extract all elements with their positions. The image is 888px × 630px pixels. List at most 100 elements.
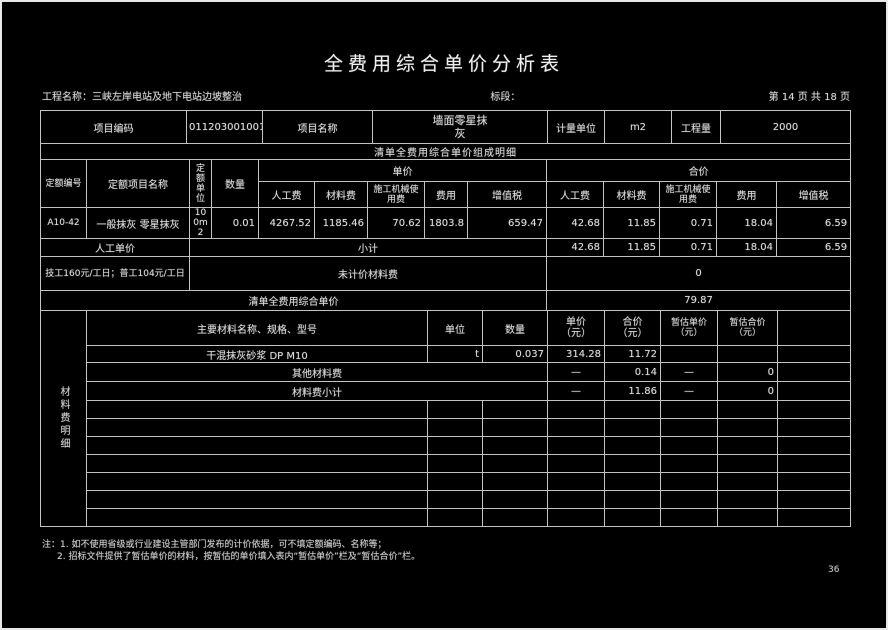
empty-row [41, 454, 851, 473]
empty-cell [427, 436, 483, 455]
empty-cell [660, 436, 718, 455]
project-name: 工程名称：三峡左岸电站及地下电站边坡整治 [42, 92, 242, 103]
info-line: 工程名称：三峡左岸电站及地下电站边坡整治 标段： 第 14 页 共 18 页 [42, 88, 850, 103]
quantity-value: 2000 [720, 110, 851, 144]
st-vat-value: 6.59 [775, 238, 852, 257]
empty-cell [482, 508, 548, 527]
up-vat-header: 增值税 [467, 181, 547, 208]
list-total-row: 清单全费用综合单价 79.87 [40, 290, 852, 311]
list-total-value: 79.87 [545, 290, 852, 311]
materials-header-row: 材料费明细 主要材料名称、规格、型号 单位 数量 单价 （元） 合价 （元） 暂… [40, 310, 851, 527]
empty-cell [717, 418, 778, 437]
quota-no-value: A10-42 [40, 207, 87, 239]
material-qty-header: 数量 [482, 310, 548, 346]
empty-cell [660, 454, 718, 473]
empty-cell [427, 454, 483, 473]
empty-cell [660, 418, 718, 437]
empty-cell [604, 472, 661, 491]
empty-cell [604, 508, 661, 527]
subtotal-extra-cell [777, 381, 851, 401]
item-name-label: 项目名称 [262, 110, 373, 144]
empty-cell [86, 454, 428, 473]
empty-cell [604, 490, 661, 509]
bid-section: 标段： [490, 92, 521, 103]
empty-cell [660, 490, 718, 509]
empty-cell [777, 490, 851, 509]
material-row: 干混抹灰砂浆 DP M10 t 0.037 314.28 11.72 [41, 345, 851, 363]
up-labor-value: 4267.52 [258, 207, 315, 239]
empty-cell [604, 418, 661, 437]
quota-quantity-value: 0.01 [211, 207, 259, 239]
st-machine-value: 0.71 [659, 238, 717, 257]
corner-page-number: 36 [828, 565, 840, 575]
empty-cell [777, 454, 851, 473]
up-machine-value: 70.62 [367, 207, 425, 239]
other-price-value: — [547, 362, 605, 382]
empty-cell [547, 490, 605, 509]
materials-table: 材料费明细 主要材料名称、规格、型号 单位 数量 单价 （元） 合价 （元） 暂… [40, 310, 851, 527]
st-labor-value: 42.68 [546, 238, 604, 257]
empty-cell [717, 436, 778, 455]
note-line-1: 注：1. 如不使用省级或行业建设主管部门发布的计价依据，可不填定额编码、名称等； [42, 540, 387, 550]
materials-subtotal-row: 材料费小计 — 11.86 — 0 [41, 381, 851, 401]
empty-cell [86, 508, 428, 527]
quantity-label: 工程量 [671, 110, 721, 144]
material-est-total-header: 暂估合价 （元） [717, 310, 778, 346]
composition-header-row-1: 定额编号 定额项目名称 定额 单位 数量 单价 合价 [40, 159, 852, 208]
empty-cell [482, 418, 548, 437]
up-fee-header: 费用 [424, 181, 468, 208]
labor-subtotal-row: 人工单价 小计 42.68 11.85 0.71 18.04 6.59 [40, 238, 852, 257]
labor-rate-label: 技工160元/工日；普工104元/工日 [40, 256, 190, 291]
other-total-value: 0.14 [604, 362, 661, 382]
empty-cell [777, 508, 851, 527]
labor-rate-row: 技工160元/工日；普工104元/工日 未计价材料费 0 [40, 256, 852, 291]
note-line-2: 2. 招标文件提供了暂估单价的材料，按暂估的单价填入表内“暂估单价”栏及“暂估合… [57, 552, 421, 562]
list-total-label: 清单全费用综合单价 [40, 290, 547, 311]
empty-cell [604, 436, 661, 455]
up-machine-header: 施工机械使用费 [367, 181, 425, 208]
item-code-label: 项目编码 [40, 110, 187, 144]
composition-table: 清单全费用综合单价组成明细 定额编号 定额项目名称 定额 单位 数量 单价 合价… [39, 143, 852, 311]
empty-cell [547, 454, 605, 473]
empty-cell [86, 418, 428, 437]
page-title: 全费用综合单价分析表 [323, 53, 564, 75]
item-name-value: 墙面零星抹灰 [372, 110, 548, 144]
unpriced-material-label: 未计价材料费 [189, 256, 547, 291]
materials-side-label: 材料费明细 [40, 310, 87, 527]
material-price-value: 314.28 [547, 345, 605, 363]
empty-cell [547, 436, 605, 455]
tp-vat-value: 6.59 [775, 207, 852, 239]
material-extra-header [777, 310, 851, 346]
empty-row [41, 400, 851, 419]
material-name-value: 干混抹灰砂浆 DP M10 [86, 345, 428, 363]
subtotal-total-value: 11.86 [604, 381, 661, 401]
empty-cell [482, 454, 548, 473]
quota-unit-header: 定额 单位 [189, 159, 212, 208]
material-qty-value: 0.037 [482, 345, 548, 363]
material-unit-header: 单位 [427, 310, 483, 346]
tp-machine-header: 施工机械使用费 [659, 181, 717, 208]
empty-cell [717, 490, 778, 509]
empty-cell [717, 508, 778, 527]
analysis-table: 项目编码 011203001001 项目名称 墙面零星抹灰 计量单位 m2 工程… [39, 110, 852, 527]
tp-labor-value: 42.68 [546, 207, 604, 239]
quota-name-value: 一般抹灰 零星抹灰 [86, 207, 190, 239]
other-est-price-value: — [660, 362, 718, 382]
item-info-table: 项目编码 011203001001 项目名称 墙面零星抹灰 计量单位 m2 工程… [40, 110, 851, 144]
tp-material-value: 11.85 [603, 207, 660, 239]
empty-cell [717, 454, 778, 473]
composition-section-title: 清单全费用综合单价组成明细 [39, 143, 852, 160]
empty-cell [86, 490, 428, 509]
quota-data-row: A10-42 一般抹灰 零星抹灰 100m2 0.01 4267.52 1185… [40, 207, 852, 239]
empty-cell [660, 472, 718, 491]
empty-cell [427, 490, 483, 509]
empty-cell [86, 436, 428, 455]
quota-no-header: 定额编号 [40, 159, 87, 208]
quota-name-header: 定额项目名称 [86, 159, 190, 208]
empty-row [41, 490, 851, 509]
empty-cell [547, 418, 605, 437]
subtotal-est-total-value: 0 [717, 381, 778, 401]
unit-value: m2 [604, 110, 672, 144]
empty-cell [427, 400, 483, 419]
material-price-header: 单价 （元） [547, 310, 605, 346]
